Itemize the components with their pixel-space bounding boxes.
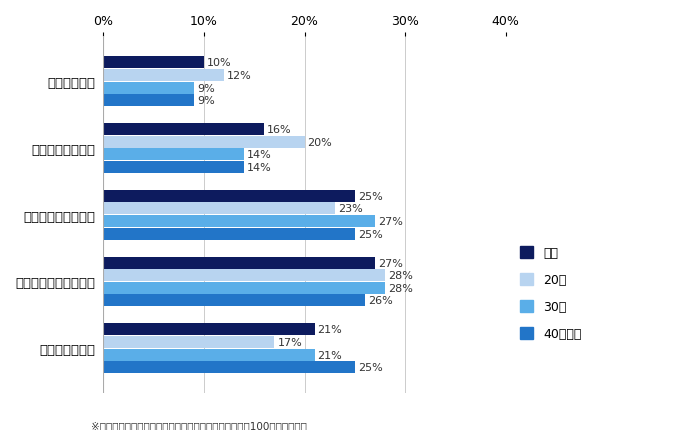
- Text: 9%: 9%: [197, 96, 215, 106]
- Bar: [104, 323, 314, 335]
- Bar: [104, 336, 274, 348]
- Text: 25%: 25%: [358, 191, 383, 201]
- Text: ※小数点以下を四捨五入しているため、必ずしも合計が100にならない。: ※小数点以下を四捨五入しているため、必ずしも合計が100にならない。: [91, 420, 307, 430]
- Legend: 全体, 20代, 30代, 40代以上: 全体, 20代, 30代, 40代以上: [516, 243, 586, 344]
- Bar: [104, 257, 375, 269]
- Bar: [104, 295, 365, 307]
- Text: 14%: 14%: [247, 150, 272, 160]
- Bar: [104, 215, 375, 227]
- Text: 20%: 20%: [307, 137, 332, 147]
- Text: 9%: 9%: [197, 83, 215, 93]
- Bar: [104, 282, 385, 294]
- Text: 21%: 21%: [318, 325, 342, 335]
- Bar: [104, 162, 244, 173]
- Bar: [104, 361, 355, 373]
- Bar: [104, 57, 204, 69]
- Bar: [104, 349, 314, 361]
- Bar: [104, 149, 244, 161]
- Bar: [104, 203, 335, 215]
- Text: 17%: 17%: [277, 337, 302, 347]
- Bar: [104, 124, 265, 136]
- Text: 27%: 27%: [378, 217, 402, 227]
- Bar: [104, 270, 385, 282]
- Text: 16%: 16%: [267, 125, 292, 135]
- Bar: [104, 228, 355, 240]
- Text: 25%: 25%: [358, 229, 383, 239]
- Text: 10%: 10%: [207, 58, 232, 68]
- Text: 12%: 12%: [227, 71, 252, 81]
- Text: 21%: 21%: [318, 350, 342, 359]
- Text: 14%: 14%: [247, 163, 272, 172]
- Text: 28%: 28%: [388, 283, 413, 293]
- Bar: [104, 70, 224, 82]
- Bar: [104, 95, 194, 107]
- Text: 26%: 26%: [368, 296, 393, 306]
- Bar: [104, 190, 355, 203]
- Text: 28%: 28%: [388, 270, 413, 280]
- Text: 23%: 23%: [337, 204, 363, 214]
- Bar: [104, 136, 304, 148]
- Bar: [104, 83, 194, 94]
- Text: 25%: 25%: [358, 362, 383, 372]
- Text: 27%: 27%: [378, 258, 402, 268]
